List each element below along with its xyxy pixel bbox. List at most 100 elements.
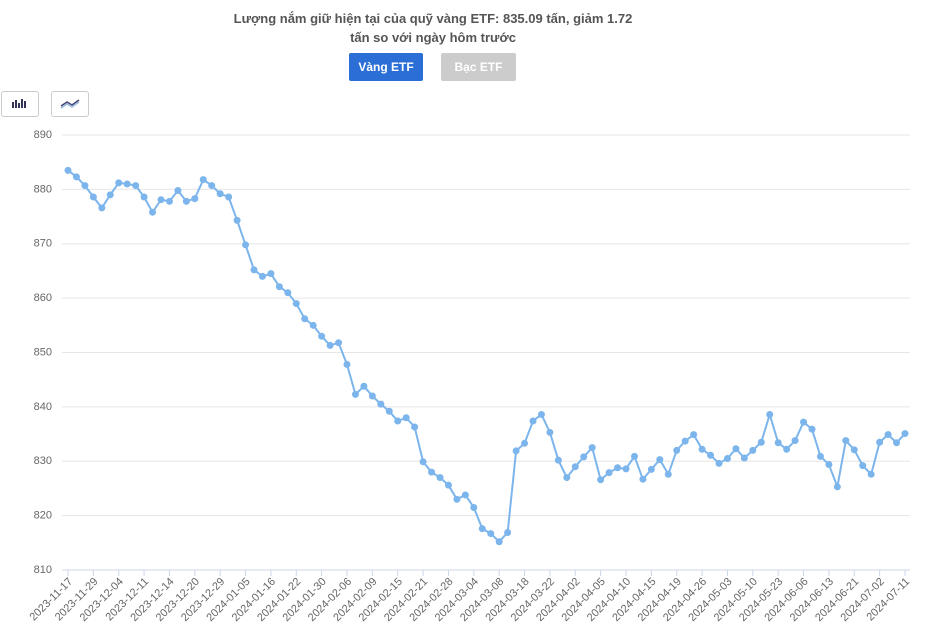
data-point [478,525,486,533]
data-point [165,197,173,205]
bar-chart-toggle[interactable] [1,91,39,117]
data-point [571,463,579,471]
data-point [825,461,833,469]
data-point [893,439,901,447]
data-point [444,481,452,489]
data-point [876,438,884,446]
data-point [495,538,503,546]
line-chart-toggle[interactable] [51,91,89,117]
data-point [233,216,241,224]
data-point [368,392,376,400]
data-point [335,339,343,347]
data-point [275,283,283,291]
data-point [537,410,545,418]
data-point [174,186,182,194]
data-point [301,315,309,323]
data-point [588,444,596,452]
data-point [284,289,292,297]
data-point [690,431,698,439]
y-tick-label: 850 [34,346,52,358]
data-point [123,180,131,188]
data-point [808,425,816,433]
data-point [149,208,157,216]
data-point [326,341,334,349]
data-point [385,407,393,415]
data-point [850,446,858,454]
y-tick-label: 840 [34,401,52,413]
data-point [461,491,469,499]
data-point [901,430,909,438]
data-point [250,266,258,274]
data-point [72,173,80,181]
data-point [833,483,841,491]
data-point [681,437,689,445]
data-point [707,451,715,459]
data-point [791,437,799,445]
data-point [614,464,622,472]
data-point [309,321,317,329]
y-tick-label: 820 [34,510,52,522]
data-point [766,410,774,418]
data-point [622,465,630,473]
data-point [664,470,672,478]
data-point [199,176,207,184]
data-point [98,204,106,212]
data-point [656,456,664,464]
data-point [529,417,537,425]
data-point [157,196,165,204]
data-point [554,456,562,464]
data-point [64,166,72,174]
data-point [842,437,850,445]
data-point [605,469,613,477]
data-point [453,495,461,503]
data-point [208,182,216,190]
data-point [749,446,757,454]
data-point [377,400,385,408]
data-point [318,332,326,340]
data-point [816,452,824,460]
data-point [740,454,748,462]
data-point [774,439,782,447]
data-point [597,476,605,484]
data-point [563,474,571,482]
data-point [182,197,190,205]
data-point [436,474,444,482]
data-point [470,503,478,511]
data-point [419,458,427,466]
data-point [343,360,351,368]
gold-button[interactable]: Vàng ETF [349,53,423,81]
data-point [884,431,892,439]
data-point [106,191,114,199]
data-point [783,445,791,453]
data-point [639,475,647,483]
data-point [732,445,740,453]
data-point [723,455,731,463]
data-point [402,414,410,422]
y-tick-label: 860 [34,292,52,304]
data-point [89,193,97,201]
data-point [521,439,529,447]
data-point [487,530,495,538]
data-point [859,462,867,470]
data-point [292,300,300,308]
y-tick-label: 880 [34,183,52,195]
data-point [512,447,520,455]
data-point [867,470,875,478]
data-point [800,418,808,426]
data-point [140,193,148,201]
data-point [242,241,250,249]
data-point [411,423,419,431]
data-point [394,417,402,425]
silver-button[interactable]: Bạc ETF [441,53,516,81]
y-tick-label: 890 [34,129,52,141]
data-point [673,446,681,454]
data-point [258,272,266,280]
y-tick-label: 810 [34,564,52,576]
data-point [351,390,359,398]
bar-icon [12,99,26,108]
data-point [267,270,275,278]
y-tick-label: 870 [34,238,52,250]
data-point [225,193,233,201]
